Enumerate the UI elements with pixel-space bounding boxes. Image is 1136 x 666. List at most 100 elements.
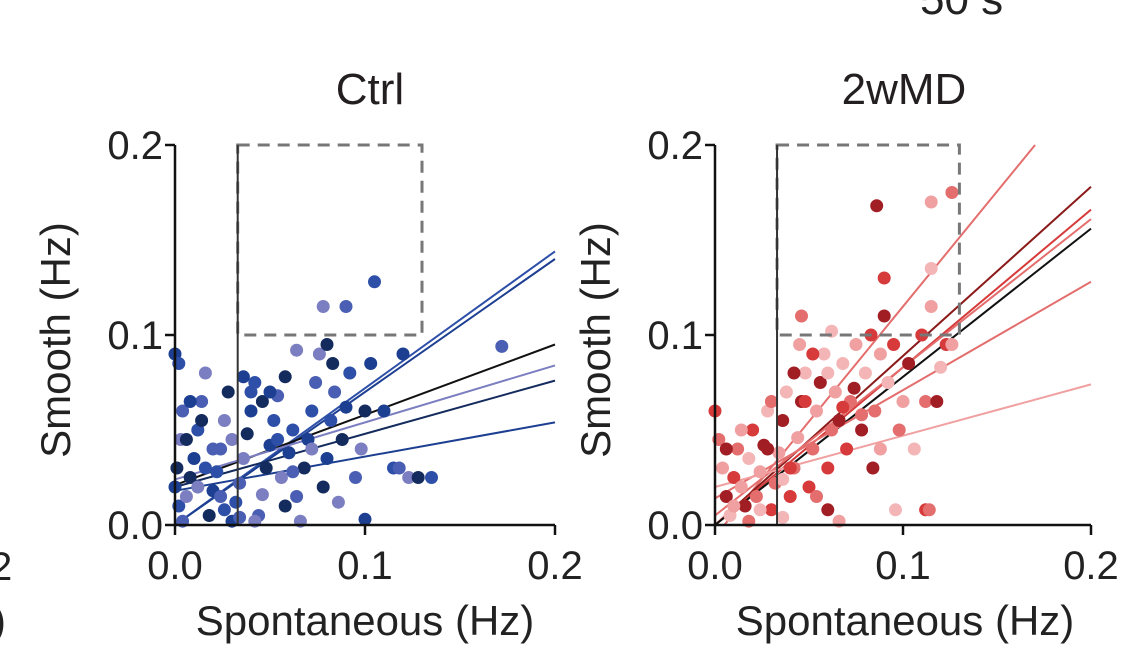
md-point xyxy=(889,503,902,517)
md-point xyxy=(787,366,801,380)
ctrl-point xyxy=(278,370,292,384)
md-point xyxy=(764,395,778,408)
ctrl-point xyxy=(244,404,258,418)
md-ticks: 0.0 0.1 0.2 0.0 0.1 0.2 xyxy=(647,124,1118,588)
md-point xyxy=(753,465,767,479)
ctrl-point xyxy=(244,385,258,399)
ctrl-panel: Ctrl 0.0 0.1 0.2 0.0 0.1 0.2 Spontaneous (Hz)… xyxy=(32,65,583,644)
ctrl-point xyxy=(236,452,250,465)
md-point xyxy=(798,395,812,408)
md-point xyxy=(873,442,887,456)
ctrl-point xyxy=(316,480,330,494)
ctrl-point xyxy=(259,461,273,475)
ctrl-point xyxy=(221,385,235,399)
ctrl-point xyxy=(255,395,269,408)
ctrl-point xyxy=(214,490,228,503)
ctrl-point xyxy=(191,480,205,494)
md-point xyxy=(738,499,752,513)
ctrl-point xyxy=(339,400,353,414)
md-point xyxy=(719,490,733,503)
md-point xyxy=(813,376,827,389)
md-points xyxy=(708,186,959,528)
ctrl-point xyxy=(320,452,334,465)
ctrl-point xyxy=(210,465,224,479)
md-point xyxy=(749,490,763,503)
ctrl-point xyxy=(263,385,277,399)
ctrl-point xyxy=(271,433,285,446)
md-point xyxy=(836,400,850,414)
ctrl-point xyxy=(183,395,197,408)
md-fit-line xyxy=(714,186,1092,526)
ctrl-point xyxy=(198,366,212,380)
md-point xyxy=(836,357,850,370)
ctrl-point xyxy=(328,385,342,399)
md-point xyxy=(881,376,895,389)
md-point xyxy=(821,366,835,380)
md-point xyxy=(727,471,741,484)
md-panel: 2wMD 0.0 0.1 0.2 0.0 0.1 0.2 Spontaneous (Hz)… xyxy=(572,65,1119,644)
ctrl-x-tick-label: 0.1 xyxy=(337,544,393,588)
md-point xyxy=(896,395,910,408)
ctrl-point xyxy=(392,461,406,475)
ctrl-point xyxy=(195,414,209,427)
ctrl-point xyxy=(255,488,269,502)
ctrl-point xyxy=(240,427,254,441)
md-point xyxy=(924,195,938,209)
ctrl-y-tick-label: 0.0 xyxy=(107,504,163,548)
ctrl-ylabel: Smooth (Hz) xyxy=(32,222,79,458)
ctrl-y-tick-label: 0.2 xyxy=(107,124,163,168)
ctrl-point xyxy=(183,471,197,484)
md-point xyxy=(877,309,891,323)
md-point xyxy=(810,490,823,503)
md-point xyxy=(793,338,807,351)
md-point xyxy=(930,395,944,408)
md-point xyxy=(873,347,887,361)
md-fit-line xyxy=(714,280,1092,500)
ctrl-point xyxy=(170,461,184,475)
md-ylabel: Smooth (Hz) xyxy=(572,222,619,458)
md-point xyxy=(924,300,938,313)
ctrl-point xyxy=(195,395,209,408)
md-point xyxy=(716,461,729,475)
ctrl-point xyxy=(286,423,300,437)
ctrl-y-tick-label: 0.1 xyxy=(107,314,163,358)
md-point xyxy=(945,186,959,199)
md-point xyxy=(776,414,790,427)
ctrl-point xyxy=(354,442,368,456)
md-point xyxy=(821,503,835,517)
md-point xyxy=(934,360,948,374)
md-point xyxy=(847,381,861,395)
md-point xyxy=(825,423,839,437)
md-title: 2wMD xyxy=(842,65,967,114)
md-point xyxy=(840,442,854,456)
left-panel-label-fragment: ) xyxy=(0,597,6,644)
md-point xyxy=(764,503,778,517)
md-point xyxy=(870,199,884,213)
md-point xyxy=(866,461,880,475)
ctrl-point xyxy=(233,510,247,524)
md-y-tick-label: 0.1 xyxy=(647,314,703,358)
md-point xyxy=(776,510,790,524)
md-point xyxy=(776,472,790,486)
ctrl-point xyxy=(290,490,304,503)
md-point xyxy=(877,271,891,285)
header-fragment: 50 s xyxy=(920,0,1003,24)
ctrl-point xyxy=(202,509,216,522)
ctrl-point xyxy=(368,275,381,289)
md-point xyxy=(791,431,805,445)
md-point xyxy=(832,414,846,427)
ctrl-threshold-box xyxy=(236,143,424,337)
ctrl-point xyxy=(305,442,319,456)
md-point xyxy=(795,309,808,323)
md-point xyxy=(868,404,882,418)
ctrl-point xyxy=(320,338,334,351)
ctrl-point xyxy=(282,446,296,460)
md-point xyxy=(727,499,741,513)
ctrl-point xyxy=(229,495,243,509)
md-point xyxy=(719,442,733,456)
md-point xyxy=(761,442,775,456)
ctrl-point xyxy=(335,433,349,446)
ctrl-x-tick-label: 0.0 xyxy=(147,544,203,588)
ctrl-point xyxy=(278,499,292,513)
